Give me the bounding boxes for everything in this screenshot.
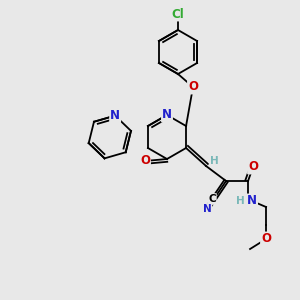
Text: O: O (140, 154, 150, 167)
Text: O: O (188, 80, 198, 94)
Text: O: O (248, 160, 258, 173)
Text: N: N (110, 109, 120, 122)
Text: C: C (208, 194, 216, 204)
Text: H: H (210, 156, 218, 166)
Text: Cl: Cl (172, 8, 184, 20)
Text: H: H (236, 196, 244, 206)
Text: N: N (203, 204, 212, 214)
Text: N: N (247, 194, 257, 208)
Text: O: O (261, 232, 271, 245)
Text: N: N (162, 109, 172, 122)
